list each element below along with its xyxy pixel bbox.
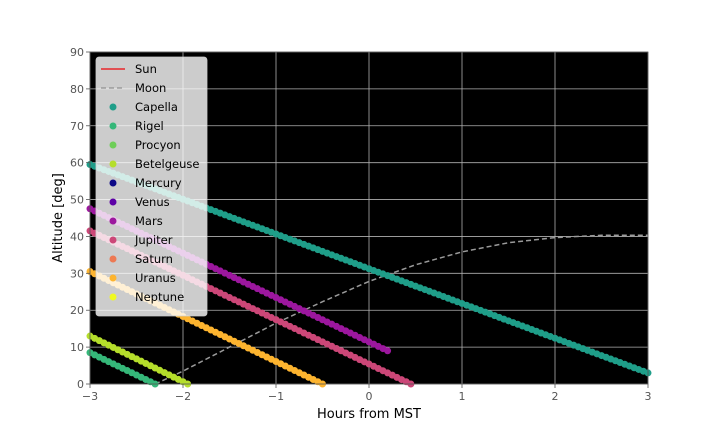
y-tick-label: 10 (70, 341, 84, 354)
plot-frame (89, 51, 649, 385)
legend-marker-saturn (109, 255, 117, 263)
y-tick-label: 70 (70, 120, 84, 133)
y-tick-label: 30 (70, 267, 84, 280)
legend-label-mercury: Mercury (135, 176, 182, 190)
legend-label-saturn: Saturn (135, 252, 173, 266)
legend-label-capella: Capella (135, 100, 178, 114)
legend-marker-mercury (109, 179, 117, 187)
legend-marker-procyon (109, 141, 117, 149)
legend-label-uranus: Uranus (135, 271, 176, 285)
legend-label-venus: Venus (135, 195, 170, 209)
x-tick-label: −3 (82, 390, 98, 403)
legend-marker-jupiter (109, 236, 117, 244)
x-tick-label: −2 (175, 390, 191, 403)
x-tick-label: 0 (366, 390, 373, 403)
legend-label-mars: Mars (135, 214, 163, 228)
y-tick-label: 90 (70, 46, 84, 59)
mars-point (384, 347, 392, 355)
betelgeuse-series (86, 332, 192, 388)
y-tick-label: 80 (70, 83, 84, 96)
legend-label-sun: Sun (135, 62, 157, 76)
y-tick-label: 40 (70, 230, 84, 243)
legend-label-jupiter: Jupiter (134, 233, 173, 247)
y-tick-label: 20 (70, 304, 84, 317)
x-tick-label: 3 (645, 390, 652, 403)
y-tick-label: 0 (77, 378, 84, 391)
legend: Sun Moon Capella Rigel Procyon Betelgeuse Merc… (95, 56, 208, 317)
legend-label-rigel: Rigel (135, 119, 164, 133)
x-tick-label: 2 (552, 390, 559, 403)
x-axis-label: Hours from MST (317, 407, 421, 422)
moon-line (154, 234, 648, 385)
x-tick-label: −1 (268, 390, 284, 403)
legend-box (95, 56, 208, 317)
legend-marker-uranus (109, 274, 117, 282)
legend-label-procyon: Procyon (135, 138, 181, 152)
x-tick-label: 1 (459, 390, 466, 403)
legend-marker-neptune (109, 293, 117, 301)
legend-marker-betelgeuse (109, 160, 117, 168)
legend-marker-mars (109, 217, 117, 225)
legend-label-moon: Moon (135, 81, 166, 95)
legend-marker-rigel (109, 122, 117, 130)
y-axis-label: Altitude [deg] (51, 173, 66, 263)
legend-marker-venus (109, 198, 117, 206)
capella-series (86, 161, 652, 377)
legend-marker-capella (109, 103, 117, 111)
y-tick-label: 60 (70, 157, 84, 170)
y-tick-label: 50 (70, 194, 84, 207)
legend-label-betelgeuse: Betelgeuse (135, 157, 199, 171)
legend-label-neptune: Neptune (135, 290, 184, 304)
